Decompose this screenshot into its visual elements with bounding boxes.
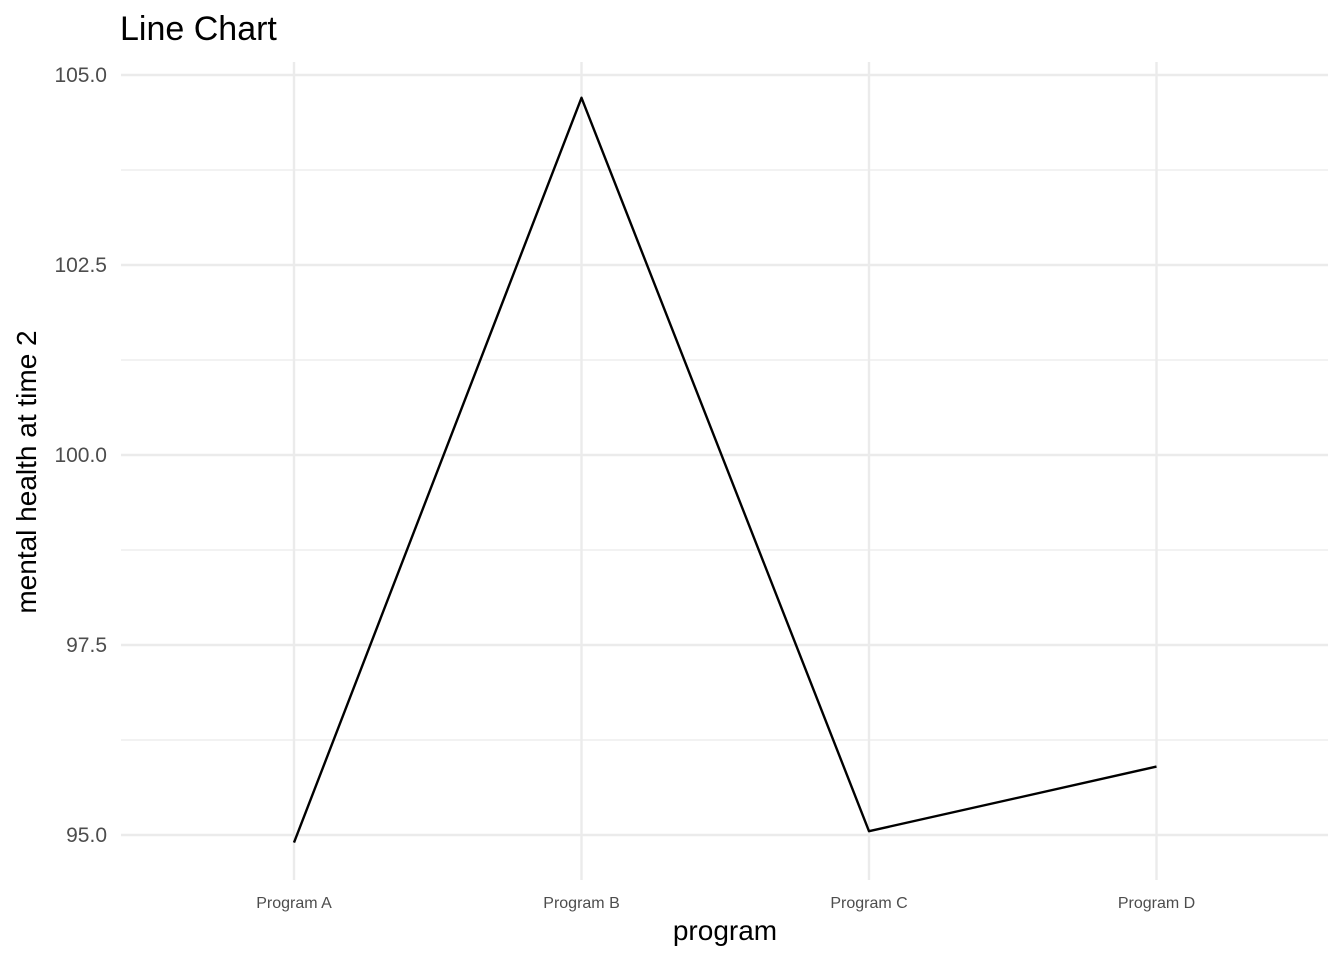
x-tick-labels: Program A Program B Program C Program D — [256, 895, 1195, 912]
x-tick-label: Program D — [1118, 895, 1195, 912]
chart-title: Line Chart — [120, 10, 277, 48]
y-tick-label: 95.0 — [66, 824, 107, 847]
x-tick-label: Program B — [543, 895, 619, 912]
x-axis-title: program — [673, 915, 777, 946]
x-tick-label: Program C — [830, 895, 907, 912]
y-tick-label: 105.0 — [54, 64, 107, 87]
grid-layer — [121, 62, 1328, 880]
x-tick-label: Program A — [256, 895, 332, 912]
series-layer — [292, 96, 1157, 844]
y-axis-title: mental health at time 2 — [11, 330, 42, 613]
y-tick-label: 100.0 — [54, 444, 107, 467]
y-tick-labels: 95.0 97.5 100.0 102.5 105.0 — [54, 64, 107, 847]
y-tick-label: 97.5 — [66, 634, 107, 657]
y-tick-label: 102.5 — [54, 254, 107, 277]
series-line — [292, 96, 1157, 844]
